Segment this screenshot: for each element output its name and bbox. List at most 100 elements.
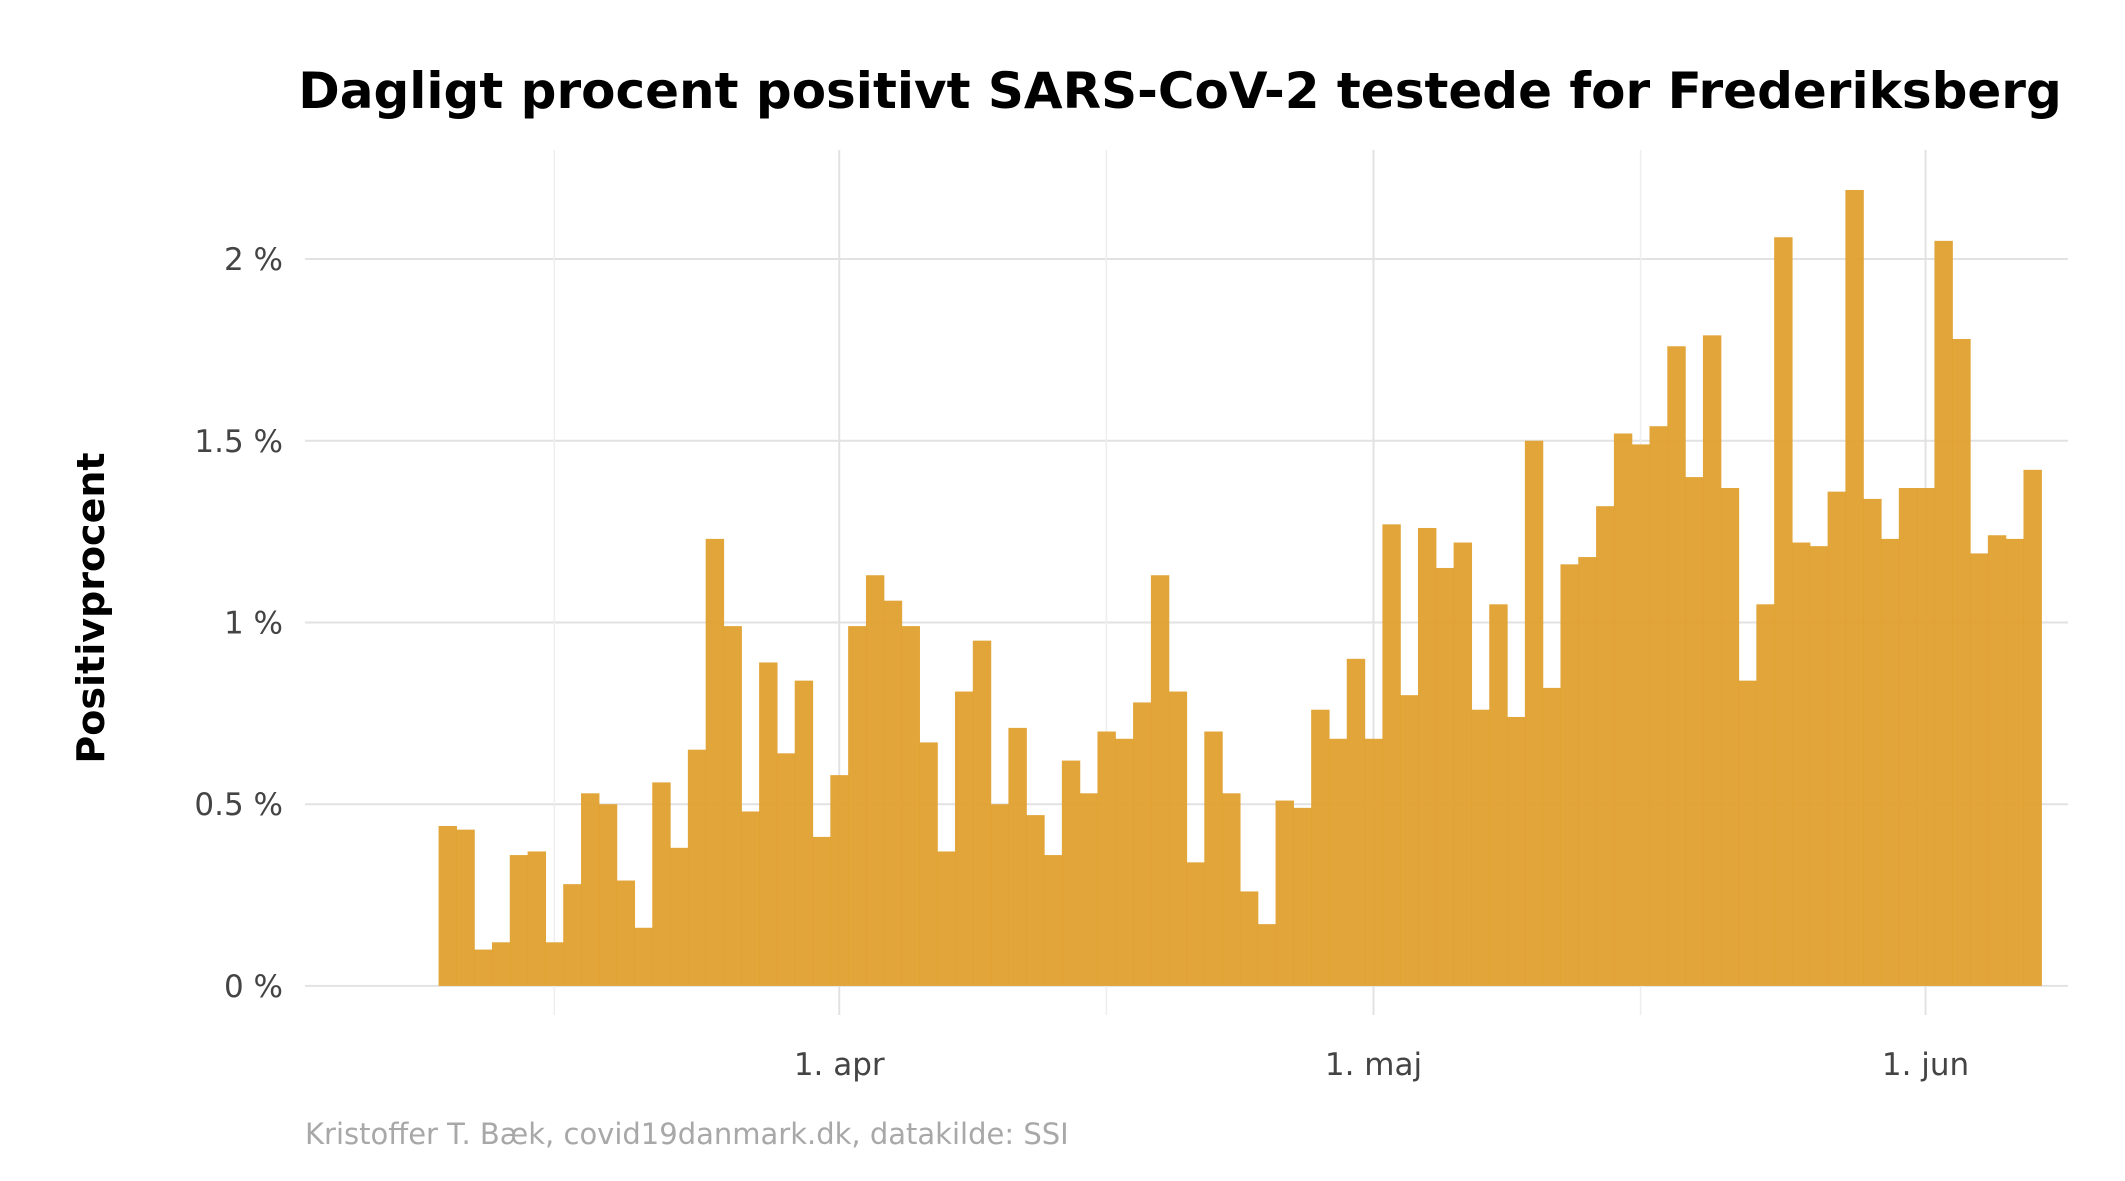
bar <box>545 942 564 986</box>
y-tick-label: 1 % <box>224 605 283 641</box>
y-tick-label: 0.5 % <box>194 787 283 823</box>
bar <box>990 804 1010 986</box>
bar <box>741 811 760 986</box>
bar <box>1204 731 1223 986</box>
x-tick-label: 1. maj <box>1325 1047 1422 1083</box>
bar <box>598 804 618 986</box>
bar <box>776 753 796 986</box>
bar <box>1471 709 1490 986</box>
bar <box>1311 709 1330 986</box>
bar <box>670 847 689 986</box>
bar <box>1685 477 1704 986</box>
bar <box>1827 491 1846 986</box>
bar <box>1257 924 1277 986</box>
y-tick-label: 0 % <box>224 969 283 1005</box>
bar <box>972 640 992 986</box>
chart-title: Dagligt procent positivt SARS-CoV-2 test… <box>298 62 2062 120</box>
bar <box>954 691 974 986</box>
bar <box>848 626 867 986</box>
bar <box>1845 189 1864 986</box>
bar <box>1934 240 1953 986</box>
chart-caption: Kristoffer T. Bæk, covid19danmark.dk, da… <box>305 1117 1069 1151</box>
bar <box>1079 793 1099 986</box>
bar <box>1400 695 1419 986</box>
bar <box>1293 807 1312 986</box>
bar <box>865 575 885 986</box>
bar <box>2005 538 2025 986</box>
y-tick-label: 1.5 % <box>194 424 283 460</box>
bar <box>1222 793 1241 986</box>
bar <box>794 680 814 986</box>
bar <box>1898 488 1918 986</box>
bar <box>1382 524 1401 986</box>
bar <box>687 749 707 986</box>
bar <box>1542 687 1562 986</box>
x-tick-label: 1. apr <box>794 1047 885 1083</box>
bar <box>563 884 582 986</box>
bar <box>1578 557 1597 986</box>
bar <box>1133 702 1152 986</box>
bar <box>1987 535 2007 986</box>
bar <box>1631 444 1651 986</box>
bar <box>1863 498 1882 986</box>
y-axis-label: Positivprocent <box>69 452 113 763</box>
bar <box>527 851 547 986</box>
bar <box>1061 760 1081 986</box>
bar <box>1115 738 1134 986</box>
bar <box>1774 237 1793 986</box>
bar <box>1275 800 1294 986</box>
bar <box>1346 658 1366 986</box>
bar <box>1364 738 1383 986</box>
bar <box>456 829 475 986</box>
bar <box>509 855 529 986</box>
bars <box>438 189 2042 986</box>
bar <box>1328 738 1348 986</box>
bar <box>1418 527 1437 986</box>
bar <box>937 851 956 986</box>
bar <box>2023 469 2042 986</box>
y-tick-label: 2 % <box>224 242 283 278</box>
bar <box>1881 538 1900 986</box>
bar <box>616 880 636 986</box>
bar <box>652 782 671 986</box>
bar <box>1150 575 1170 986</box>
bar <box>830 775 849 986</box>
x-tick-label: 1. jun <box>1882 1047 1969 1083</box>
bar <box>1702 335 1722 986</box>
bar <box>1791 542 1811 986</box>
bar <box>1186 862 1205 986</box>
bar <box>1970 553 1989 986</box>
bar <box>1524 440 1544 986</box>
bar <box>1756 604 1775 986</box>
bar <box>919 742 938 986</box>
bar <box>1649 426 1668 986</box>
x-tick-labels: 1. apr 1. maj 1. jun <box>794 1047 1969 1083</box>
bar <box>1809 546 1829 986</box>
bar <box>1916 488 1936 986</box>
bar <box>1596 506 1615 986</box>
bar <box>491 942 511 986</box>
bar <box>1560 564 1579 986</box>
bar <box>1720 488 1740 986</box>
bar <box>812 836 831 986</box>
bar <box>883 600 903 986</box>
bar <box>1008 727 1027 986</box>
bar <box>1239 891 1259 986</box>
bar <box>581 793 600 986</box>
bar <box>1044 855 1063 986</box>
bar <box>1613 433 1633 986</box>
bar <box>1026 815 1045 986</box>
bar <box>634 927 653 986</box>
bar <box>1952 338 1971 986</box>
bar <box>901 626 920 986</box>
bar <box>1738 680 1757 986</box>
bar <box>474 949 493 986</box>
bar <box>1097 731 1116 986</box>
bar <box>438 826 457 986</box>
bar <box>705 538 725 986</box>
bar <box>1667 346 1686 986</box>
bar <box>723 626 742 986</box>
y-tick-labels: 0 % 0.5 % 1 % 1.5 % 2 % <box>194 242 283 1005</box>
bar <box>1507 716 1526 986</box>
